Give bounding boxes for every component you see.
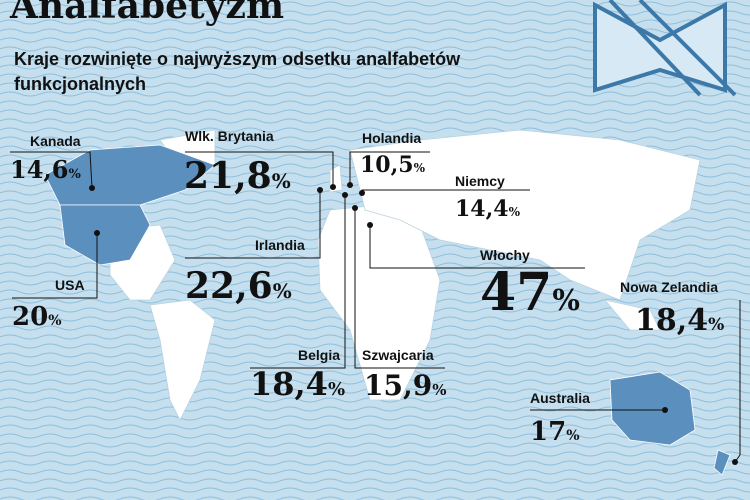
value-unit: % xyxy=(273,279,292,303)
country-value: 47% xyxy=(480,262,580,323)
country-name: Nowa Zelandia xyxy=(620,279,718,295)
country-value: 20% xyxy=(12,302,62,332)
country-value: 10,5% xyxy=(360,152,426,178)
subtitle: funkcjonalnych xyxy=(14,74,146,94)
leader-line xyxy=(12,233,98,299)
country-value: 18,4% xyxy=(250,365,345,403)
country-name: Belgia xyxy=(298,347,340,363)
value-unit: % xyxy=(552,283,580,317)
country-name: Niemcy xyxy=(455,173,505,189)
country-name: Kanada xyxy=(30,133,81,149)
value-number: 10,5 xyxy=(360,152,414,178)
value-number: 15,9 xyxy=(364,369,432,402)
location-dot xyxy=(367,222,373,228)
location-dot xyxy=(330,184,336,190)
country-value: 17% xyxy=(530,417,580,447)
value-unit: % xyxy=(272,169,291,193)
country-name: Irlandia xyxy=(255,237,305,253)
value-number: 18,4 xyxy=(635,303,708,338)
leader-line xyxy=(250,195,346,369)
value-unit: % xyxy=(708,315,724,335)
country-value: 14,6% xyxy=(10,155,81,184)
country-name: Włochy xyxy=(480,247,530,263)
value-unit: % xyxy=(48,313,61,329)
value-unit: % xyxy=(566,428,579,444)
country-value: 22,6% xyxy=(185,265,292,307)
location-dot xyxy=(352,205,358,211)
country-name: Wlk. Brytania xyxy=(185,128,274,144)
book-icon xyxy=(593,0,737,97)
location-dot xyxy=(317,187,323,193)
value-number: 17 xyxy=(530,417,566,447)
location-dot xyxy=(347,182,353,188)
location-dot xyxy=(342,192,348,198)
value-number: 22,6 xyxy=(185,265,273,307)
leader-line xyxy=(185,151,334,187)
leader-line xyxy=(10,151,93,189)
highlighted-countries xyxy=(44,144,731,476)
country-value: 18,4% xyxy=(635,303,724,338)
country-name: USA xyxy=(55,277,85,293)
title: Analfabetyzm xyxy=(9,0,284,27)
leader-line xyxy=(349,151,430,185)
country-value: 21,8% xyxy=(184,155,291,197)
location-dot xyxy=(732,459,738,465)
location-dot xyxy=(662,407,668,413)
country-name: Australia xyxy=(530,390,590,406)
value-number: 14,6 xyxy=(10,155,68,184)
value-number: 47 xyxy=(480,262,552,323)
location-dot xyxy=(89,185,95,191)
leader-line xyxy=(354,208,445,369)
location-dot xyxy=(359,190,365,196)
country-value: 15,9% xyxy=(364,369,446,402)
country-value: 14,4% xyxy=(455,196,521,222)
value-number: 20 xyxy=(12,302,48,332)
value-number: 21,8 xyxy=(184,155,272,197)
value-unit: % xyxy=(68,167,81,182)
leader-line xyxy=(369,225,585,269)
location-dot xyxy=(94,230,100,236)
value-number: 14,4 xyxy=(455,196,509,222)
country-name: Holandia xyxy=(362,130,421,146)
value-unit: % xyxy=(414,161,426,175)
country-name: Szwajcaria xyxy=(362,347,434,363)
value-unit: % xyxy=(432,381,446,399)
value-unit: % xyxy=(328,379,345,400)
subtitle: Kraje rozwinięte o najwyższym odsetku an… xyxy=(14,49,461,69)
value-unit: % xyxy=(509,205,521,219)
leader-line xyxy=(185,190,321,259)
value-number: 18,4 xyxy=(250,365,328,403)
